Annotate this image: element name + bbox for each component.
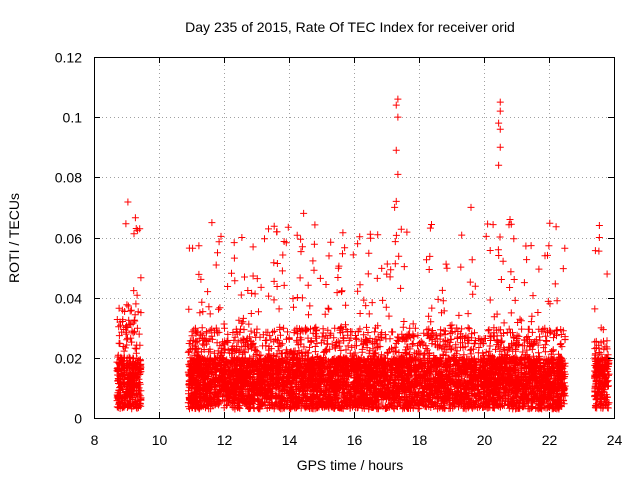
roti-peak-point	[392, 197, 400, 205]
y-tick-label: 0.08	[55, 170, 82, 186]
x-tick-label: 18	[412, 432, 428, 448]
roti-peak-point	[392, 101, 400, 109]
chart-title: Day 235 of 2015, Rate Of TEC Index for r…	[185, 19, 515, 35]
y-tick-label: 0.04	[55, 291, 82, 307]
x-axis-label: GPS time / hours	[297, 457, 404, 473]
roti-peak-point	[496, 98, 504, 106]
x-tick-label: 12	[217, 432, 233, 448]
x-tick-label: 14	[282, 432, 298, 448]
y-tick-label: 0	[74, 411, 82, 427]
y-tick-label: 0.1	[63, 110, 83, 126]
x-tick-label: 20	[477, 432, 493, 448]
roti-peak-point	[394, 170, 402, 178]
roti-peak-point	[238, 234, 246, 241]
grid-lines	[94, 57, 614, 418]
y-tick-label: 0.12	[55, 50, 82, 66]
roti-peak-point	[391, 203, 399, 211]
roti-peak-point	[300, 209, 308, 217]
axis-ticks	[94, 57, 615, 419]
roti-peak-point	[595, 221, 603, 229]
roti-peak-point	[467, 203, 475, 211]
roti-peak-point	[595, 234, 603, 241]
roti-peak-point	[496, 143, 504, 151]
roti-peak-point	[394, 113, 402, 121]
roti-peak-point	[392, 146, 400, 154]
y-axis-label: ROTI / TECUs	[6, 193, 22, 283]
roti-peak-point	[495, 161, 503, 169]
x-axis-tick-labels: 8 10 12 14 16 18 20 22 24	[91, 432, 623, 448]
roti-peak-point	[394, 95, 402, 103]
x-tick-label: 16	[347, 432, 363, 448]
x-tick-label: 24	[607, 432, 623, 448]
roti-peak-point	[496, 125, 504, 133]
roti-peak-point	[132, 224, 140, 232]
x-tick-label: 22	[542, 432, 558, 448]
y-tick-label: 0.02	[55, 351, 82, 367]
roti-point-cloud	[113, 198, 613, 413]
data-points	[113, 95, 613, 413]
roti-peak-point	[496, 107, 504, 115]
y-tick-label: 0.06	[55, 231, 82, 247]
roti-peak-point	[506, 215, 514, 223]
y-axis-tick-labels: 0 0.02 0.04 0.06 0.08 0.1 0.12	[55, 50, 82, 427]
x-tick-label: 8	[91, 432, 99, 448]
roti-peak-point	[495, 119, 503, 127]
x-tick-label: 10	[152, 432, 168, 448]
